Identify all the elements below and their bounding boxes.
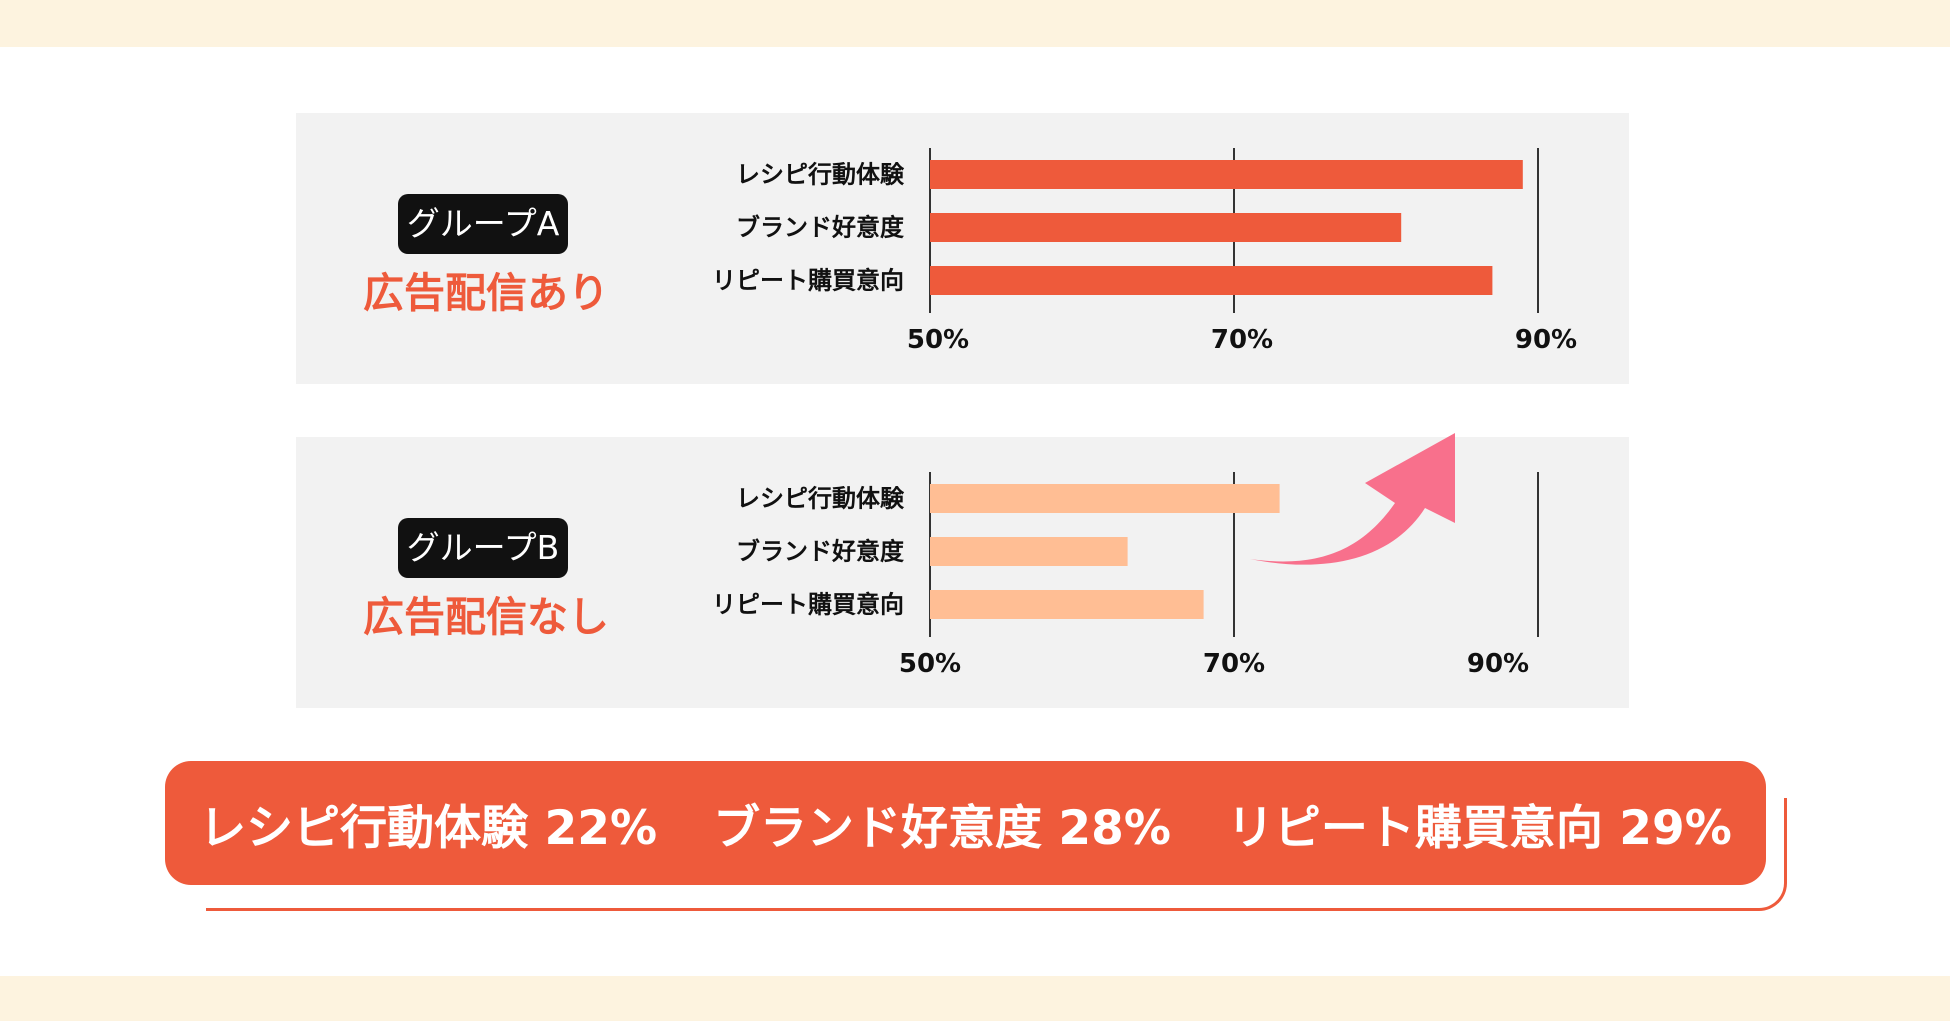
bar-a-0	[930, 160, 1523, 189]
category-label-b-0: レシピ行動体験	[736, 485, 905, 513]
top-band	[0, 0, 1950, 47]
category-label-a-2: リピート購買意向	[712, 267, 904, 295]
group-a-panel: グループA 広告配信あり レシピ行動体験 ブランド好意度リピート購買意向 50% 70…	[296, 113, 1629, 384]
tick-label-b-2: 90%	[1467, 649, 1529, 679]
tick-label-a-2: 90%	[1515, 325, 1577, 355]
summary-banner: レシピ行動体験 22% ブランド好意度 28% リピート購買意向 29%	[165, 761, 1766, 885]
summary-repeat: リピート購買意向 29%	[1226, 800, 1732, 856]
summary-recipe: レシピ行動体験 22%	[199, 800, 658, 856]
tick-label-b-1: 70%	[1203, 649, 1265, 679]
summary-brand: ブランド好意度 28%	[713, 800, 1171, 856]
bar-b-2	[930, 590, 1204, 619]
category-label-b-2: リピート購買意向	[712, 591, 904, 619]
group-a-tag: グループA	[398, 194, 568, 254]
tick-label-b-0: 50%	[899, 649, 961, 679]
tick-label-a-0: 50%	[907, 325, 969, 355]
bar-a-2	[930, 266, 1493, 295]
bar-a-1	[930, 213, 1402, 242]
group-b-subtitle: 広告配信なし	[363, 593, 609, 641]
category-label-b-1: ブランド好意度	[736, 538, 905, 566]
group-b-panel: グループB 広告配信なし レシピ行動体験 ブランド好意度リピート購買意向 50% 70…	[296, 437, 1629, 708]
bottom-band	[0, 976, 1950, 1021]
uplift-arrow-icon	[1250, 433, 1455, 565]
category-label-a-1: ブランド好意度	[736, 214, 905, 242]
bar-b-0	[930, 484, 1280, 513]
summary-banner-outline	[206, 798, 1787, 911]
tick-label-a-1: 70%	[1211, 325, 1273, 355]
bar-b-1	[930, 537, 1128, 566]
group-b-tag: グループB	[398, 518, 568, 578]
group-a-subtitle: 広告配信あり	[363, 269, 609, 317]
category-label-a-0: レシピ行動体験	[736, 161, 905, 189]
